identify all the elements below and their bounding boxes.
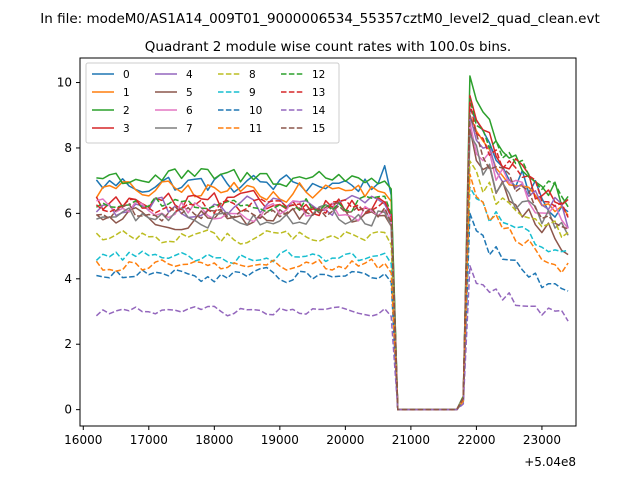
x-tick-label: 22000 <box>457 433 495 447</box>
y-tick-label: 2 <box>64 337 72 351</box>
x-tick-label: 20000 <box>326 433 364 447</box>
y-tick-label: 6 <box>64 206 72 220</box>
legend-label-15: 15 <box>312 123 325 135</box>
x-tick-label: 18000 <box>195 433 233 447</box>
series-line-1 <box>95 114 569 411</box>
series-line-0 <box>95 107 569 411</box>
suptitle: In file: modeM0/AS1A14_009T01_9000006534… <box>40 11 600 27</box>
x-tick-label: 19000 <box>261 433 299 447</box>
series-line-12 <box>95 98 569 411</box>
y-tick-label: 10 <box>57 76 72 90</box>
legend-label-14: 14 <box>312 105 326 117</box>
y-tick-label: 4 <box>64 272 72 286</box>
y-tick-label: 0 <box>64 403 72 417</box>
chart-title: Quadrant 2 module wise count rates with … <box>145 39 511 55</box>
x-tick-label: 21000 <box>392 433 430 447</box>
legend-label-13: 13 <box>312 87 325 99</box>
plot-frame <box>79 57 577 427</box>
legend-label-5: 5 <box>186 87 193 99</box>
series-line-14 <box>95 264 569 411</box>
x-tick-label: 17000 <box>130 433 168 447</box>
legend-label-11: 11 <box>249 123 262 135</box>
x-ticks: 16000 17000 18000 19000 20000 21000 22000 23000 <box>64 426 561 447</box>
x-tick-label: 16000 <box>64 433 102 447</box>
legend-label-8: 8 <box>249 69 256 81</box>
series-layer <box>95 75 569 411</box>
y-tick-label: 8 <box>64 141 72 155</box>
series-line-2 <box>96 75 569 411</box>
series-line-10 <box>96 212 569 411</box>
series-line-8 <box>95 160 569 411</box>
legend-label-1: 1 <box>123 87 130 99</box>
y-ticks: 0 2 4 6 8 10 <box>57 76 80 417</box>
legend-label-9: 9 <box>249 87 256 99</box>
legend-label-6: 6 <box>186 105 193 117</box>
legend-label-12: 12 <box>312 69 325 81</box>
legend-label-3: 3 <box>123 123 130 135</box>
legend-label-0: 0 <box>123 69 130 81</box>
series-line-7 <box>96 134 569 411</box>
series-line-15 <box>96 114 569 411</box>
series-line-13 <box>95 101 569 411</box>
legend-label-7: 7 <box>186 123 193 135</box>
series-line-6 <box>96 121 569 411</box>
series-line-11 <box>95 173 569 411</box>
legend-label-2: 2 <box>123 105 130 117</box>
legend-label-4: 4 <box>186 69 193 81</box>
legend-box <box>85 62 340 144</box>
x-offset-label: +5.04e8 <box>524 455 576 469</box>
legend-label-10: 10 <box>249 105 262 117</box>
series-line-9 <box>95 186 569 411</box>
x-tick-label: 23000 <box>523 433 561 447</box>
